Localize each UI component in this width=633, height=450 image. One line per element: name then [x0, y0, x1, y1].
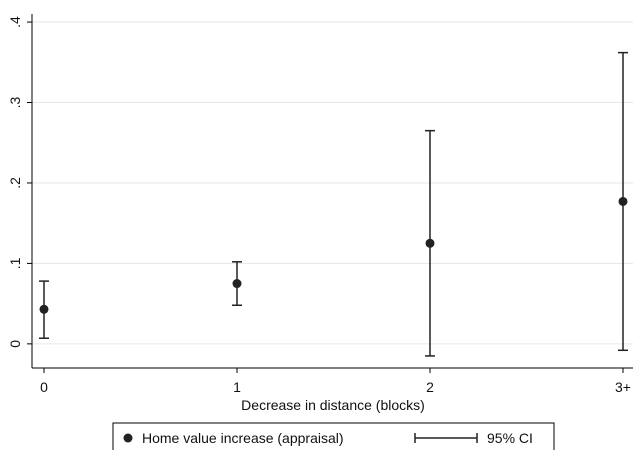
- legend-ci-icon: [414, 433, 478, 443]
- y-tick-label: .4: [7, 16, 23, 28]
- y-tick-label: .3: [7, 96, 23, 108]
- y-ticks: 0 .1 .2 .3 .4: [7, 16, 32, 348]
- y-tick-label: 0: [7, 340, 23, 348]
- x-tick-label: 3+: [615, 379, 631, 395]
- legend: Home value increase (appraisal) 95% CI: [112, 422, 555, 450]
- legend-label-points: Home value increase (appraisal): [142, 430, 344, 446]
- grid-lines: [32, 21, 633, 345]
- legend-box: [112, 422, 555, 450]
- x-tick-label: 1: [233, 379, 241, 395]
- x-tick-label: 2: [426, 379, 434, 395]
- data-points: [39, 196, 628, 314]
- x-tick-label: 0: [40, 379, 48, 395]
- data-point: [232, 279, 242, 289]
- x-axis-title: Decrease in distance (blocks): [241, 397, 425, 413]
- legend-dot-icon: [123, 433, 133, 443]
- legend-label-ci: 95% CI: [487, 430, 533, 446]
- y-tick-label: .2: [7, 177, 23, 189]
- axes: [31, 14, 633, 369]
- data-point: [618, 196, 628, 206]
- data-point: [425, 238, 435, 248]
- data-point: [39, 304, 49, 314]
- confidence-intervals: [39, 51, 628, 357]
- y-tick-label: .1: [7, 257, 23, 269]
- x-ticks: 0 1 2 3+: [40, 368, 631, 395]
